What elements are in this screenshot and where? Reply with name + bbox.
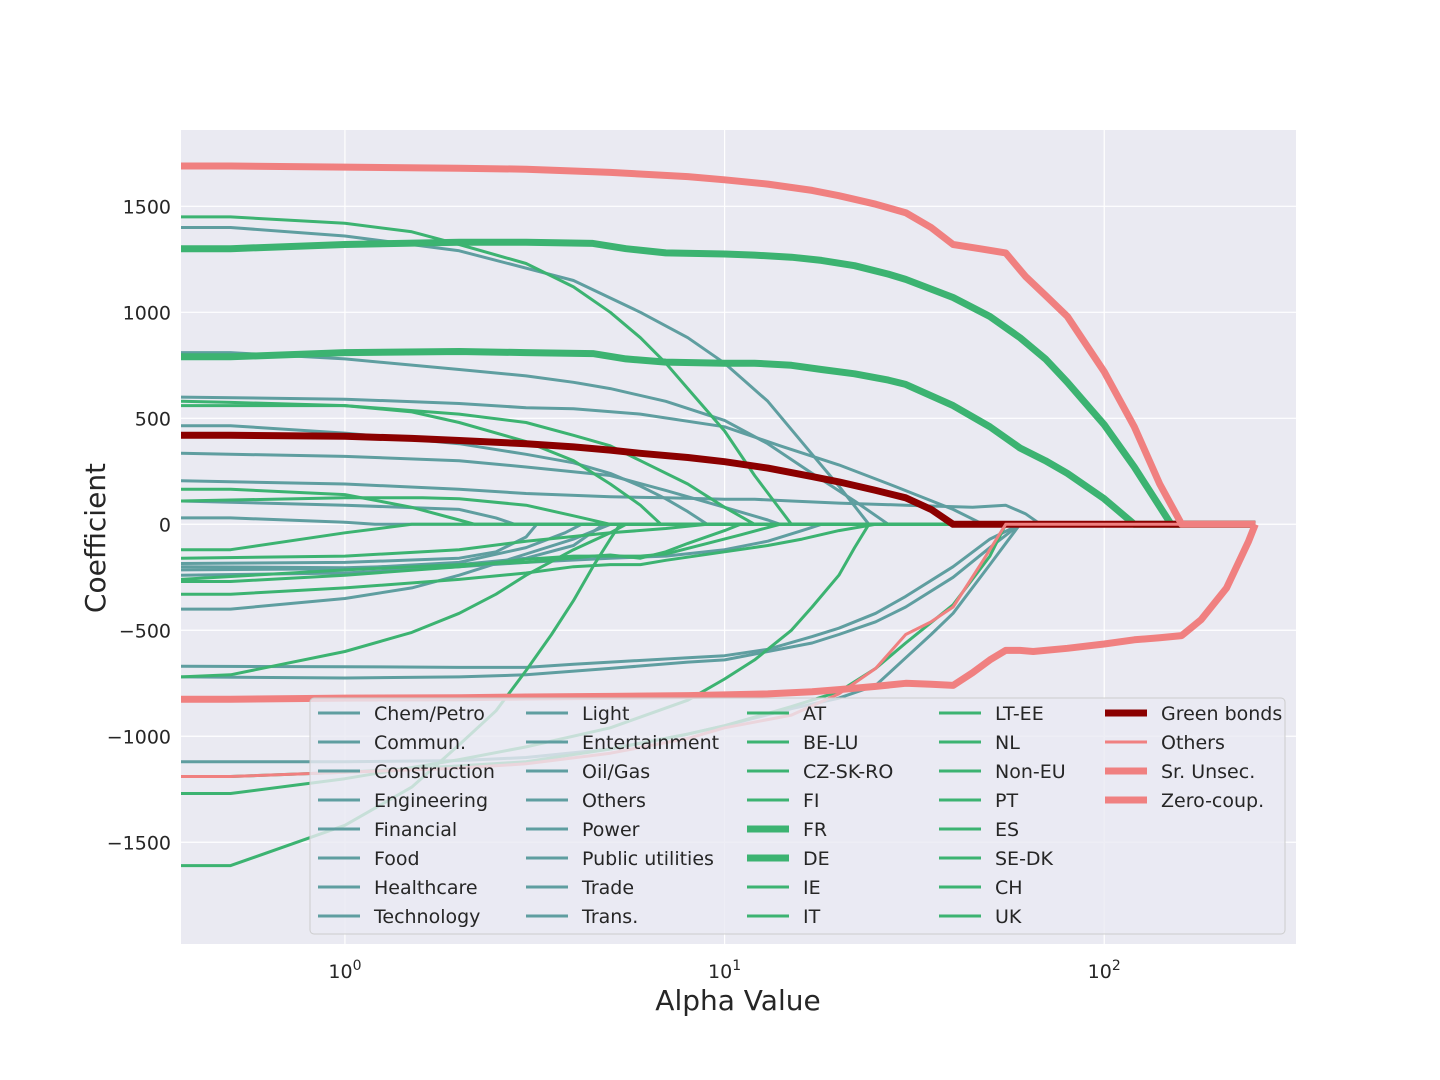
y-tick-label-2: 500 (135, 408, 171, 430)
legend-label-6: Healthcare (374, 877, 478, 899)
series-line-green-bonds-32 (181, 431, 1256, 528)
y-tick-label-4: −500 (119, 620, 171, 642)
legend-label-14: Trade (581, 877, 634, 899)
series-line-at-16 (181, 215, 1256, 526)
legend-label-17: BE-LU (803, 732, 858, 754)
legend-label-12: Power (582, 819, 640, 841)
series-line-cz-sk-ro-18 (181, 404, 1256, 526)
y-tick-label-1: 1000 (123, 302, 171, 324)
x-tick-label-1: 101 (708, 958, 741, 983)
legend-label-19: FI (803, 790, 820, 812)
legend-label-15: Trans. (581, 906, 638, 928)
legend-label-35: Zero-coup. (1161, 790, 1264, 812)
y-tick-label-6: −1500 (107, 832, 171, 854)
series-line-chem-petro-0 (181, 226, 1256, 526)
legend-label-10: Oil/Gas (582, 761, 650, 783)
legend-label-0: Chem/Petro (374, 703, 485, 725)
series-line-entertainment-9 (181, 522, 1256, 611)
legend-label-22: IE (803, 877, 821, 899)
y-tick-label-0: 1500 (123, 196, 171, 218)
series-line-others-11 (181, 522, 1256, 680)
legend-label-4: Financial (374, 819, 457, 841)
legend-label-2: Construction (374, 761, 495, 783)
series-line-financial-4 (181, 451, 1256, 526)
legend-label-27: PT (995, 790, 1018, 812)
series-line-non-eu-26 (181, 522, 1256, 583)
series-line-de-21 (181, 348, 1256, 528)
legend-label-29: SE-DK (995, 848, 1054, 870)
series-line-construction-2 (181, 395, 1256, 526)
legend-box (309, 697, 1286, 935)
legend-label-28: ES (995, 819, 1019, 841)
legend-label-9: Entertainment (582, 732, 719, 754)
legend-label-8: Light (582, 703, 629, 725)
legend-label-18: CZ-SK-RO (803, 761, 893, 783)
legend-label-3: Engineering (374, 790, 488, 812)
y-axis-title: Coefficient (79, 463, 112, 613)
legend-label-1: Commun. (374, 732, 466, 754)
series-line-commun-1 (181, 351, 1256, 526)
legend-label-26: Non-EU (995, 761, 1066, 783)
x-tick-label-0: 100 (328, 958, 361, 983)
legend-label-24: LT-EE (995, 703, 1044, 725)
y-tick-labels: 1500 1000 500 0 −500 −1000 −1500 (107, 196, 171, 854)
series-line-sr-unsec-34 (181, 162, 1256, 528)
y-tick-label-3: 0 (159, 514, 171, 536)
x-tick-label-2: 102 (1088, 958, 1121, 983)
legend-label-25: NL (995, 732, 1020, 754)
legend-label-34: Sr. Unsec. (1161, 761, 1255, 783)
legend-label-33: Others (1161, 732, 1225, 754)
legend: Chem/Petro Commun. Construction Engineering… (309, 697, 1286, 935)
legend-label-31: UK (995, 906, 1022, 928)
series-layer (181, 162, 1259, 868)
series-line-pt-27 (181, 522, 1256, 596)
legend-label-32: Green bonds (1161, 703, 1282, 725)
legend-label-23: IT (803, 906, 821, 928)
legend-label-30: CH (995, 877, 1023, 899)
legend-label-13: Public utilities (582, 848, 714, 870)
series-line-fr-20 (181, 238, 1256, 528)
x-tick-labels: 100 101 102 (328, 958, 1120, 983)
legend-label-5: Food (374, 848, 420, 870)
legend-label-20: FR (803, 819, 827, 841)
legend-label-21: DE (803, 848, 830, 870)
y-tick-label-5: −1000 (107, 726, 171, 748)
legend-label-7: Technology (373, 906, 480, 928)
legend-label-16: AT (803, 703, 827, 725)
legend-label-11: Others (582, 790, 646, 812)
series-line-engineering-3 (181, 424, 1256, 526)
series-line-zero-coup-35 (181, 523, 1259, 703)
x-axis-title: Alpha Value (655, 984, 820, 1017)
